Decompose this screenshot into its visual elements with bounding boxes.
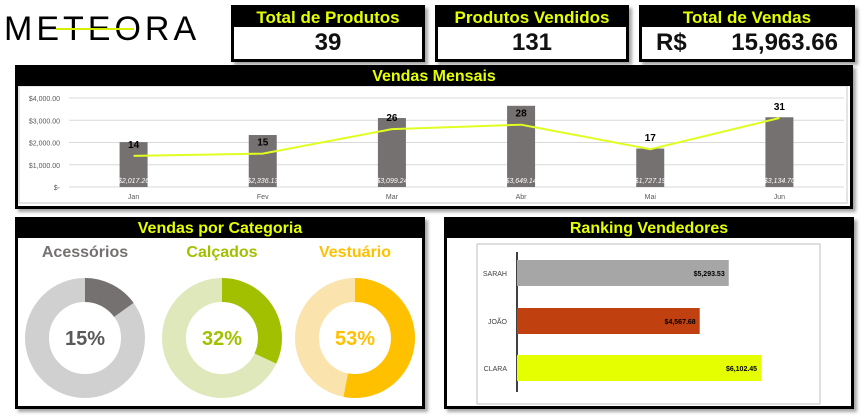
category-donut: 32%: [162, 278, 282, 398]
ranking-panel: SARAH $5,293.53 JOÃO $4,567.68 CLARA $6,102.4…: [444, 217, 854, 409]
monthly-x-tick: Abr: [516, 194, 528, 201]
kpi-total-vendas-value-row: R$ 15,963.66: [642, 27, 852, 59]
monthly-bar-label: $2,336.13: [246, 178, 278, 185]
monthly-x-tick: Jan: [128, 194, 139, 201]
category-donut-slice: [295, 278, 415, 398]
monthly-y-tick: $4,000.00: [29, 96, 60, 103]
monthly-bar: [765, 117, 794, 187]
monthly-plot-frame: [18, 85, 848, 204]
category-title: Vendas por Categoria: [18, 220, 422, 238]
monthly-bar-label: $1,727.19: [634, 178, 666, 185]
monthly-x-tick: Mai: [645, 194, 657, 201]
ranking-seller-name: JOÃO: [488, 317, 508, 326]
monthly-line-label: 14: [128, 140, 140, 151]
monthly-bar: [636, 148, 665, 187]
ranking-bar-label: $5,293.53: [694, 271, 725, 278]
monthly-bar: [507, 105, 536, 187]
monthly-y-tick: $2,000.00: [29, 141, 60, 148]
monthly-line-label: 15: [257, 138, 269, 149]
kpi-produtos-vendidos-value: 131: [511, 29, 553, 56]
monthly-line-label: 17: [645, 133, 657, 144]
meteora-logo: METEORA: [4, 10, 196, 48]
monthly-line-label: 28: [516, 109, 528, 120]
kpi-produtos-vendidos: Produtos Vendidos 131: [435, 5, 629, 62]
ranking-seller-name: CLARA: [484, 366, 508, 373]
ranking-title: Ranking Vendedores: [447, 220, 851, 238]
monthly-bar-label: $3,099.24: [375, 178, 407, 185]
monthly-bar-label: $3,649.14: [505, 178, 537, 185]
monthly-line-label: 26: [386, 113, 398, 124]
ranking-bar: [517, 355, 762, 381]
monthly-x-tick: Mar: [386, 194, 399, 201]
category-percent: 15%: [65, 328, 105, 350]
category-donut-slice: [25, 278, 145, 398]
monthly-bar-label: $3,134.70: [763, 178, 795, 185]
monthly-units-line: [133, 117, 780, 157]
kpi-total-vendas-value: 15,963.66: [731, 29, 838, 56]
monthly-sales-chart: $4,000.00 $3,000.00 $2,000.00 $1,000.00 $- $2…: [18, 85, 848, 204]
category-label: Vestuário: [318, 244, 392, 261]
ranking-bar-label: $4,567.68: [665, 319, 696, 326]
ranking-bar-label: $6,102.45: [726, 366, 757, 373]
category-donut: 53%: [295, 278, 415, 398]
kpi-total-produtos-label: Total de Produtos: [234, 8, 422, 27]
monthly-bar-label: $2,017.26: [117, 178, 149, 185]
monthly-sales-panel: $4,000.00 $3,000.00 $2,000.00 $1,000.00 $- $2…: [15, 65, 853, 209]
monthly-x-tick: Jun: [774, 194, 785, 201]
ranking-bar: [517, 308, 700, 334]
category-label: Calçados: [186, 244, 258, 261]
monthly-sales-title: Vendas Mensais: [18, 68, 850, 86]
ranking-seller-name: SARAH: [483, 271, 507, 278]
category-percent: 32%: [202, 328, 242, 350]
kpi-produtos-vendidos-label: Produtos Vendidos: [438, 8, 626, 27]
monthly-y-tick: $-: [54, 185, 61, 192]
monthly-y-tick: $3,000.00: [29, 118, 60, 125]
monthly-bar: [248, 135, 277, 187]
kpi-total-produtos: Total de Produtos 39: [231, 5, 425, 62]
monthly-y-tick: $1,000.00: [29, 163, 60, 170]
ranking-plot-frame: [476, 243, 821, 405]
monthly-line-label: 31: [774, 102, 786, 113]
kpi-total-vendas: Total de Vendas R$ 15,963.66: [639, 5, 855, 62]
kpi-total-vendas-label: Total de Vendas: [642, 8, 852, 27]
category-donut: 15%: [25, 278, 145, 398]
kpi-total-vendas-currency: R$: [656, 29, 687, 56]
kpi-total-produtos-value: 39: [314, 29, 342, 56]
ranking-bar: [517, 260, 729, 286]
monthly-bar: [119, 142, 148, 187]
ranking-chart: SARAH $5,293.53 JOÃO $4,567.68 CLARA $6,102.4…: [476, 243, 821, 405]
category-label: Acessórios: [41, 244, 129, 261]
monthly-x-tick: Fev: [257, 194, 269, 201]
category-donut-slice: [162, 278, 282, 398]
category-percent: 53%: [335, 328, 375, 350]
